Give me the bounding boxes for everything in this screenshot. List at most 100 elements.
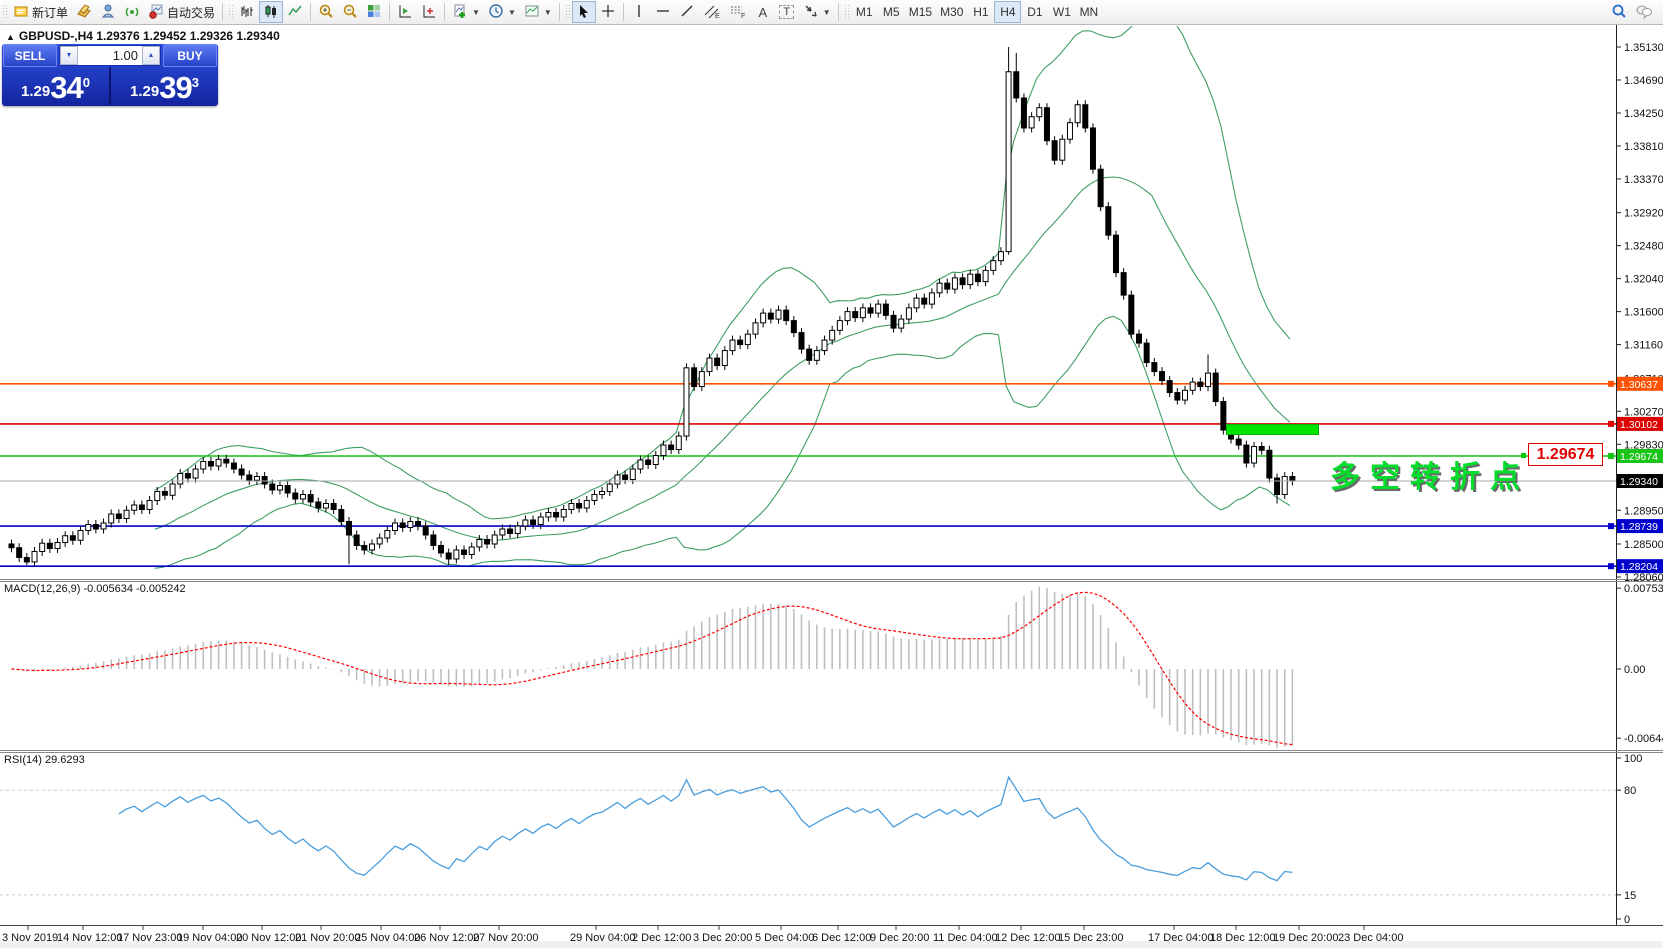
candle-body [990, 260, 997, 271]
timeframe-h4-button[interactable]: H4 [994, 1, 1022, 23]
cursor-icon [576, 3, 592, 22]
chart-title: ▲ GBPUSD-,H4 1.29376 1.29452 1.29326 1.29… [6, 29, 280, 43]
chat-button[interactable] [1631, 1, 1657, 23]
candle-body [315, 501, 322, 509]
candle-body [184, 473, 191, 479]
search-icon [1611, 3, 1627, 22]
horizontal-line-button[interactable] [651, 1, 675, 23]
candle-body [54, 541, 61, 549]
volume-input[interactable] [78, 47, 142, 64]
arrows-icon [803, 3, 819, 22]
bar-chart-button[interactable] [235, 1, 259, 23]
volume-decrease-button[interactable]: ▼ [60, 46, 78, 65]
seal-icon [76, 3, 92, 22]
candle-body [507, 528, 514, 534]
clock-icon [488, 3, 504, 22]
rsi-pane [0, 775, 1616, 896]
candle-body [177, 473, 184, 485]
search-button[interactable] [1607, 1, 1631, 23]
auto-trading-button[interactable]: 自动交易 [144, 1, 219, 23]
candle-body [936, 282, 943, 294]
candle-body [898, 318, 905, 329]
timeframe-m5-button[interactable]: M5 [878, 1, 905, 23]
sell-button[interactable]: SELL [3, 44, 57, 67]
level-price-label-text: 1.30637 [1620, 379, 1658, 391]
candle-body [376, 537, 383, 545]
seal-button[interactable] [72, 1, 96, 23]
new-order-button[interactable]: 新订单 [9, 1, 72, 23]
toolbar-separator [444, 3, 446, 21]
line-chart-button[interactable] [283, 1, 307, 23]
one-click-trading-panel: SELL ▼ ▲ BUY 1.29 34 0 1.29 39 3 [2, 44, 218, 106]
tile-windows-button[interactable] [362, 1, 386, 23]
timeframe-w1-button[interactable]: W1 [1048, 1, 1075, 23]
periods-button[interactable]: ▼ [484, 1, 520, 23]
candle-body [614, 474, 621, 485]
text-tool-button[interactable]: A [751, 1, 775, 23]
level-price-label [1617, 376, 1663, 391]
candle-body [882, 303, 889, 316]
candle-body [123, 509, 130, 519]
candle-body [468, 546, 475, 555]
candle-body [959, 277, 966, 286]
buy-price-display[interactable]: 1.29 39 3 [111, 67, 218, 105]
dropdown-caret-icon: ▼ [472, 7, 480, 17]
candle-body [821, 339, 828, 352]
candle-body [798, 332, 805, 350]
candle-body [1205, 372, 1212, 388]
candle-body [192, 468, 199, 479]
candle-body [8, 543, 15, 549]
turning-point-text[interactable]: 多空转折点 [1330, 461, 1530, 494]
turning-point-highlight-bar[interactable] [1226, 424, 1319, 435]
price-axis-tick-label: 1.32480 [1624, 241, 1663, 253]
status-strip [0, 941, 1663, 948]
timeframe-m30-button[interactable]: M30 [936, 1, 967, 23]
equidistant-channel-button[interactable]: E [699, 1, 725, 23]
timeframe-h1-button[interactable]: H1 [967, 1, 994, 23]
timeframe-m15-button[interactable]: M15 [905, 1, 936, 23]
zoom-out-button[interactable] [338, 1, 362, 23]
templates-button[interactable]: ▼ [520, 1, 556, 23]
candle-body [246, 474, 253, 481]
candle-body [928, 292, 935, 305]
volume-increase-button[interactable]: ▲ [142, 46, 160, 65]
price-annotation-box[interactable]: 1.29674 [1528, 443, 1603, 466]
candle-body [230, 462, 237, 470]
profile-button[interactable] [96, 1, 120, 23]
cursor-button[interactable] [571, 1, 596, 23]
label-tool-button[interactable]: T [775, 1, 799, 23]
candle-body [660, 444, 667, 457]
vertical-line-button[interactable] [627, 1, 651, 23]
zoom-in-button[interactable] [314, 1, 338, 23]
timeframe-m1-button[interactable]: M1 [851, 1, 878, 23]
candle-body [1220, 401, 1227, 431]
timeframe-d1-button[interactable]: D1 [1021, 1, 1048, 23]
trendline-button[interactable] [675, 1, 699, 23]
price-axis-tick-label: 1.33370 [1624, 174, 1663, 186]
chart-shift-button[interactable] [417, 1, 441, 23]
auto-scroll-button[interactable] [393, 1, 417, 23]
sell-price-display[interactable]: 1.29 34 0 [2, 67, 111, 105]
candle-body [844, 311, 851, 322]
level-price-label [1617, 448, 1663, 463]
buy-button[interactable]: BUY [163, 44, 217, 67]
new-order-icon [13, 3, 29, 22]
candle-body [729, 339, 736, 352]
candle-body [783, 309, 790, 322]
level-line-anchor [1608, 563, 1614, 570]
indicators-button[interactable]: ▼ [448, 1, 484, 23]
candle-body [944, 282, 951, 290]
candle-body [92, 523, 99, 530]
candle-body [606, 483, 613, 493]
broadcast-button[interactable] [120, 1, 144, 23]
annotation-handle[interactable] [1521, 453, 1526, 458]
candle-body [1266, 449, 1273, 479]
macd-axis-tick-label: 0.00 [1624, 664, 1645, 676]
collapse-arrow-icon[interactable]: ▲ [6, 32, 15, 42]
fibonacci-button[interactable]: F [725, 1, 751, 23]
crosshair-button[interactable] [596, 1, 620, 23]
sell-price-big: 34 [50, 70, 83, 105]
candlestick-chart-button[interactable] [259, 1, 284, 23]
timeframe-mn-button[interactable]: MN [1075, 1, 1102, 23]
arrows-tool-button[interactable]: ▼ [799, 1, 835, 23]
